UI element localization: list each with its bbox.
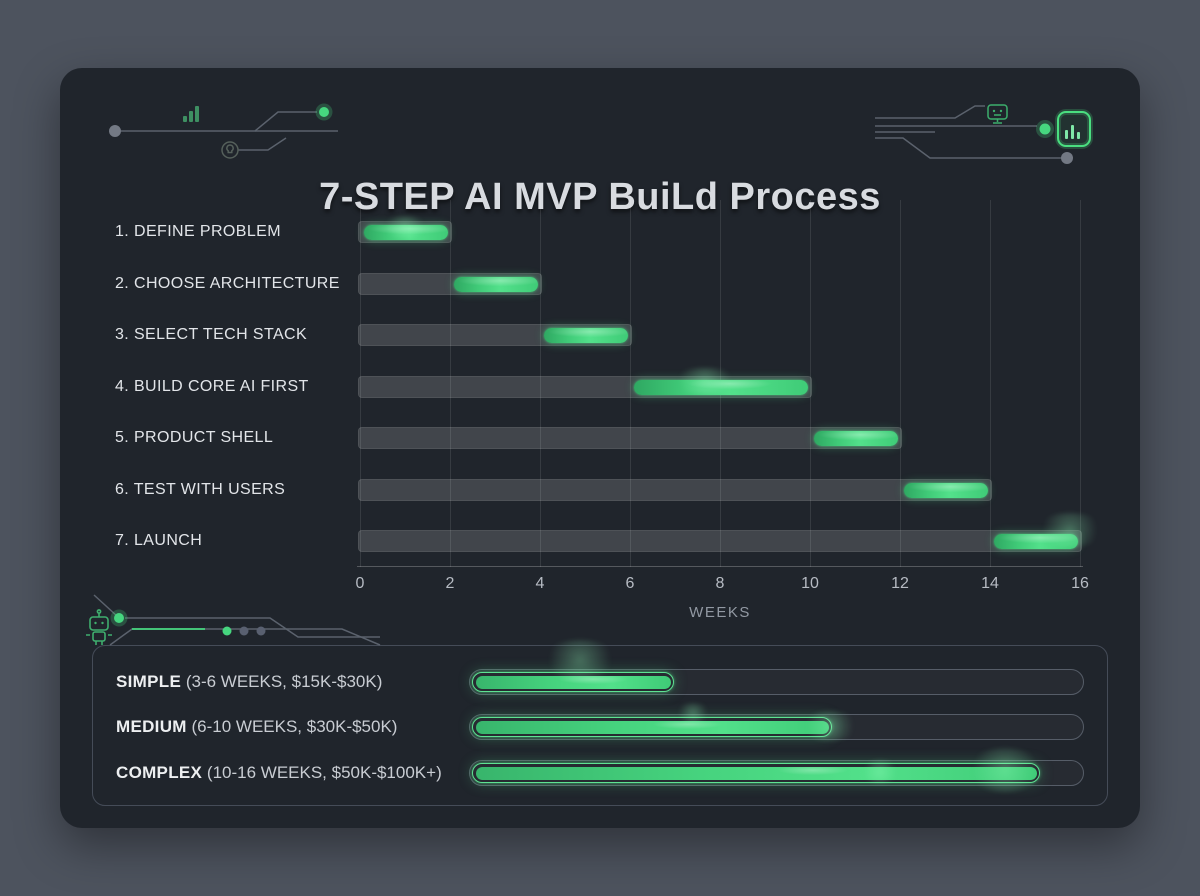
gridline: [630, 200, 631, 567]
gridline: [990, 200, 991, 567]
circuit-tab-outline: [109, 628, 381, 646]
x-tick-label: 2: [445, 575, 455, 592]
progress-track: [469, 760, 1084, 786]
progress-track: [469, 669, 1084, 695]
gridline: [1080, 200, 1081, 567]
circuit-line: [875, 105, 985, 119]
infographic-card: 7-STEP AI MVP BuiLd Process: [60, 68, 1140, 828]
gridline: [450, 200, 451, 567]
x-tick-label: 4: [535, 575, 545, 592]
gridline: [810, 200, 811, 567]
header-left-decoration: [109, 103, 338, 159]
gantt-track: [358, 221, 452, 243]
gantt-track: [358, 375, 812, 398]
circuit-node-dot: [256, 626, 266, 636]
complexity-row: SIMPLE (3-6 WEEKS, $15K-$30K): [93, 669, 1107, 695]
x-tick-label: 0: [355, 575, 365, 592]
green-node-dot: [319, 107, 329, 117]
complexity-panel: SIMPLE (3-6 WEEKS, $15K-$30K) MEDIUM (6-…: [92, 645, 1108, 806]
gridline: [900, 200, 901, 567]
x-tick-label: 8: [715, 575, 725, 592]
complexity-row: COMPLEX (10-16 WEEKS, $50K-$100K+): [93, 760, 1107, 786]
gantt-row-label: 2. CHOOSE ARCHITECTURE: [115, 274, 340, 292]
gantt-bar: [994, 534, 1078, 549]
progress-fill: [472, 672, 674, 692]
gantt-row-label: 5. PRODUCT SHELL: [115, 429, 274, 446]
green-node-dot: [222, 626, 232, 636]
x-axis-title: WEEKS: [689, 604, 751, 621]
progress-fill: [472, 717, 832, 737]
page-title: 7-STEP AI MVP BuiLd Process: [319, 176, 881, 218]
green-node-dot: [114, 613, 124, 623]
monitor-robot-icon: [987, 104, 1008, 124]
chart-badge-icon: [1055, 109, 1093, 149]
lightbulb-icon: [221, 141, 239, 159]
circuit-line: [875, 137, 1061, 159]
circuit-line: [125, 617, 380, 638]
gantt-bar: [364, 225, 448, 240]
robot-icon: [86, 609, 112, 645]
bar-chart-icon: [183, 106, 199, 122]
progress-fill: [472, 763, 1040, 783]
gantt-bar: [454, 276, 538, 292]
gridline: [540, 200, 541, 567]
circuit-node-dot: [239, 626, 249, 636]
circuit-line: [93, 594, 118, 617]
circuit-line: [121, 111, 317, 132]
gantt-track: [358, 427, 902, 449]
x-tick-label: 6: [625, 575, 635, 592]
header-right-decoration: [875, 104, 1093, 164]
gantt-chart: [357, 200, 1083, 567]
complexity-label: COMPLEX (10-16 WEEKS, $50K-$100K+): [116, 763, 442, 782]
x-tick-label: 16: [1071, 575, 1089, 592]
gantt-row-label: 4. BUILD CORE AI FIRST: [115, 377, 309, 395]
complexity-label: SIMPLE (3-6 WEEKS, $15K-$30K): [116, 672, 383, 691]
circuit-node-dot: [1061, 152, 1073, 164]
x-tick-label: 10: [801, 575, 819, 592]
x-axis-line: [357, 566, 1083, 567]
complexity-row: MEDIUM (6-10 WEEKS, $30K-$50K): [93, 714, 1107, 740]
complexity-label: MEDIUM (6-10 WEEKS, $30K-$50K): [116, 717, 398, 736]
gantt-track: [358, 272, 542, 295]
progress-track: [469, 714, 1084, 740]
gantt-bar: [634, 379, 808, 395]
gantt-bar: [544, 328, 628, 343]
x-tick-label: 14: [981, 575, 999, 592]
gantt-bar: [904, 482, 988, 498]
panel-decoration: [86, 594, 381, 646]
gantt-track: [358, 530, 1082, 552]
gantt-bar: [814, 431, 898, 446]
green-node-dot: [1039, 123, 1051, 135]
x-tick-label: 12: [891, 575, 909, 592]
gantt-row-label: 3. SELECT TECH STACK: [115, 326, 308, 343]
gantt-track: [358, 478, 992, 501]
circuit-node-dot: [109, 125, 121, 137]
gantt-track: [358, 324, 632, 346]
gantt-row-label: 1. DEFINE PROBLEM: [115, 223, 281, 240]
gantt-row-label: 6. TEST WITH USERS: [115, 480, 286, 498]
circuit-line: [238, 137, 287, 151]
gantt-row-label: 7. LAUNCH: [115, 532, 203, 549]
gridline: [360, 200, 361, 567]
